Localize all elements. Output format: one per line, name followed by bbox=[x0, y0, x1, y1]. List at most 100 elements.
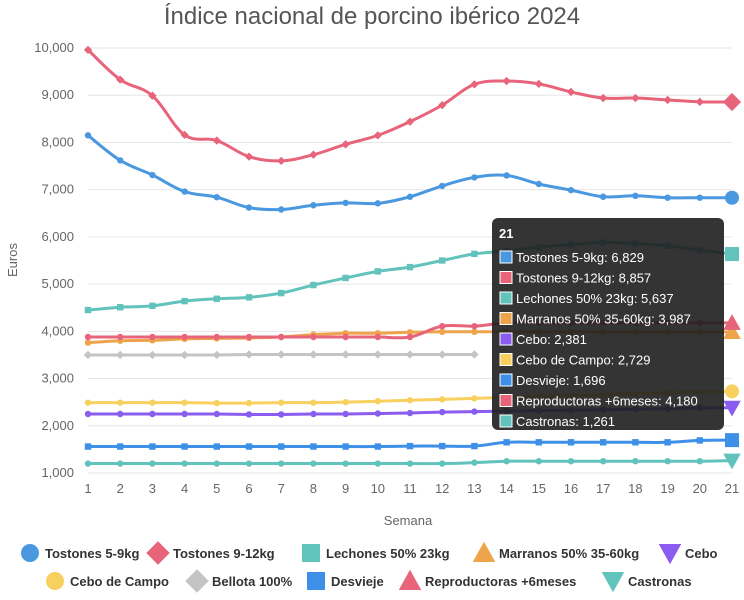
x-tick-label: 16 bbox=[564, 481, 578, 496]
legend-item[interactable]: Desvieje bbox=[307, 572, 384, 590]
data-point bbox=[439, 408, 446, 416]
legend-item[interactable]: Marranos 50% 35-60kg bbox=[472, 541, 639, 562]
data-point bbox=[406, 333, 414, 341]
tooltip-item: Reproductoras +6meses: 4,180 bbox=[516, 394, 698, 409]
data-point bbox=[439, 442, 446, 450]
tooltip-swatch bbox=[499, 312, 513, 325]
x-tick-label: 11 bbox=[403, 481, 417, 496]
data-point bbox=[535, 457, 542, 465]
x-tick-label: 21 bbox=[725, 481, 739, 496]
data-point bbox=[502, 76, 511, 86]
data-point bbox=[373, 131, 382, 140]
data-point bbox=[213, 443, 220, 450]
legend-label: Cebo de Campo bbox=[70, 574, 169, 589]
tooltip-swatch bbox=[499, 353, 513, 366]
data-point bbox=[439, 396, 446, 403]
legend-item[interactable]: Tostones 9-12kg bbox=[146, 541, 275, 565]
data-point bbox=[342, 460, 349, 467]
tooltip-swatch bbox=[499, 394, 513, 407]
tooltip-swatch bbox=[499, 332, 513, 346]
data-point bbox=[470, 350, 479, 359]
data-point bbox=[212, 350, 221, 360]
data-point bbox=[180, 350, 189, 360]
data-point bbox=[374, 410, 381, 417]
data-point bbox=[405, 350, 415, 359]
y-tick-label: 6,000 bbox=[41, 229, 74, 244]
data-point bbox=[471, 322, 478, 330]
data-point bbox=[567, 186, 575, 194]
legend-item[interactable]: Reproductoras +6meses bbox=[398, 569, 577, 590]
data-point bbox=[117, 443, 124, 450]
legend-item[interactable]: Bellota 100% bbox=[185, 569, 293, 593]
data-point bbox=[117, 157, 124, 164]
data-point bbox=[278, 411, 285, 418]
data-point bbox=[567, 457, 575, 465]
tooltip-item: Tostones 5-9kg: 6,829 bbox=[516, 250, 644, 265]
data-point bbox=[149, 399, 156, 406]
tooltip-swatch bbox=[499, 291, 513, 305]
data-point bbox=[406, 263, 414, 271]
data-point bbox=[534, 79, 543, 89]
data-point bbox=[406, 329, 414, 336]
legend-label: Marranos 50% 35-60kg bbox=[499, 546, 639, 561]
legend-item[interactable]: Lechones 50% 23kg bbox=[302, 544, 450, 562]
legend-label: Tostones 9-12kg bbox=[173, 546, 275, 561]
x-tick-label: 19 bbox=[660, 481, 674, 496]
tooltip-title: 21 bbox=[499, 226, 513, 241]
highlight-point bbox=[725, 433, 739, 448]
highlight-point bbox=[723, 453, 741, 470]
highlight-point bbox=[722, 92, 742, 112]
highlight-point bbox=[725, 247, 739, 262]
tooltip-item: Marranos 50% 35-60kg: 3,987 bbox=[516, 312, 691, 327]
legend-marker-icon bbox=[307, 572, 325, 590]
data-point bbox=[213, 333, 220, 341]
legend-item[interactable]: Cebo bbox=[658, 544, 718, 565]
x-axis-ticks: 1 2 3 4 5 6 7 8 9 10 11 12 13 14 15 16 17 18 19 20 21 bbox=[84, 481, 739, 496]
data-point bbox=[342, 443, 349, 450]
legend-item[interactable]: Cebo de Campo bbox=[46, 572, 169, 590]
data-point bbox=[696, 457, 703, 465]
data-point bbox=[600, 439, 607, 446]
y-axis-title: Euros bbox=[5, 243, 20, 277]
legend-item[interactable]: Tostones 5-9kg bbox=[21, 544, 139, 562]
legend-label: Bellota 100% bbox=[212, 574, 293, 589]
x-tick-label: 1 bbox=[84, 481, 91, 496]
data-point bbox=[310, 281, 317, 289]
series-0 bbox=[84, 132, 739, 213]
highlight-point bbox=[723, 323, 741, 339]
data-point bbox=[278, 460, 285, 467]
data-point bbox=[406, 397, 414, 404]
data-point bbox=[599, 93, 608, 103]
data-point bbox=[310, 333, 317, 341]
data-point bbox=[181, 333, 188, 341]
data-point bbox=[278, 289, 285, 297]
x-tick-label: 4 bbox=[181, 481, 188, 496]
data-point bbox=[181, 410, 188, 418]
data-point bbox=[149, 443, 156, 450]
tooltip-item: Cebo: 2,381 bbox=[516, 332, 587, 347]
data-point bbox=[148, 91, 157, 100]
legend-label: Tostones 5-9kg bbox=[45, 546, 139, 561]
legend-item[interactable]: Castronas bbox=[601, 572, 692, 593]
data-point bbox=[438, 350, 447, 359]
data-point bbox=[149, 302, 156, 310]
data-point bbox=[664, 457, 671, 465]
data-point bbox=[278, 333, 285, 341]
data-point bbox=[471, 328, 478, 336]
data-point bbox=[374, 398, 381, 405]
series-6 bbox=[83, 350, 479, 360]
y-axis-ticks: 1,000 2,000 3,000 4,000 5,000 6,000 7,000 8,000… bbox=[34, 40, 74, 480]
data-point bbox=[181, 460, 188, 467]
legend-marker-icon bbox=[302, 544, 320, 562]
legend-label: Castronas bbox=[628, 574, 692, 589]
data-point bbox=[117, 304, 124, 311]
data-point bbox=[342, 333, 349, 341]
data-point bbox=[373, 350, 382, 359]
data-point bbox=[245, 333, 253, 341]
y-tick-label: 4,000 bbox=[41, 323, 74, 338]
data-point bbox=[374, 268, 381, 275]
data-point bbox=[245, 443, 253, 450]
series-7 bbox=[84, 433, 739, 450]
x-tick-label: 9 bbox=[342, 481, 349, 496]
data-point bbox=[148, 350, 157, 360]
